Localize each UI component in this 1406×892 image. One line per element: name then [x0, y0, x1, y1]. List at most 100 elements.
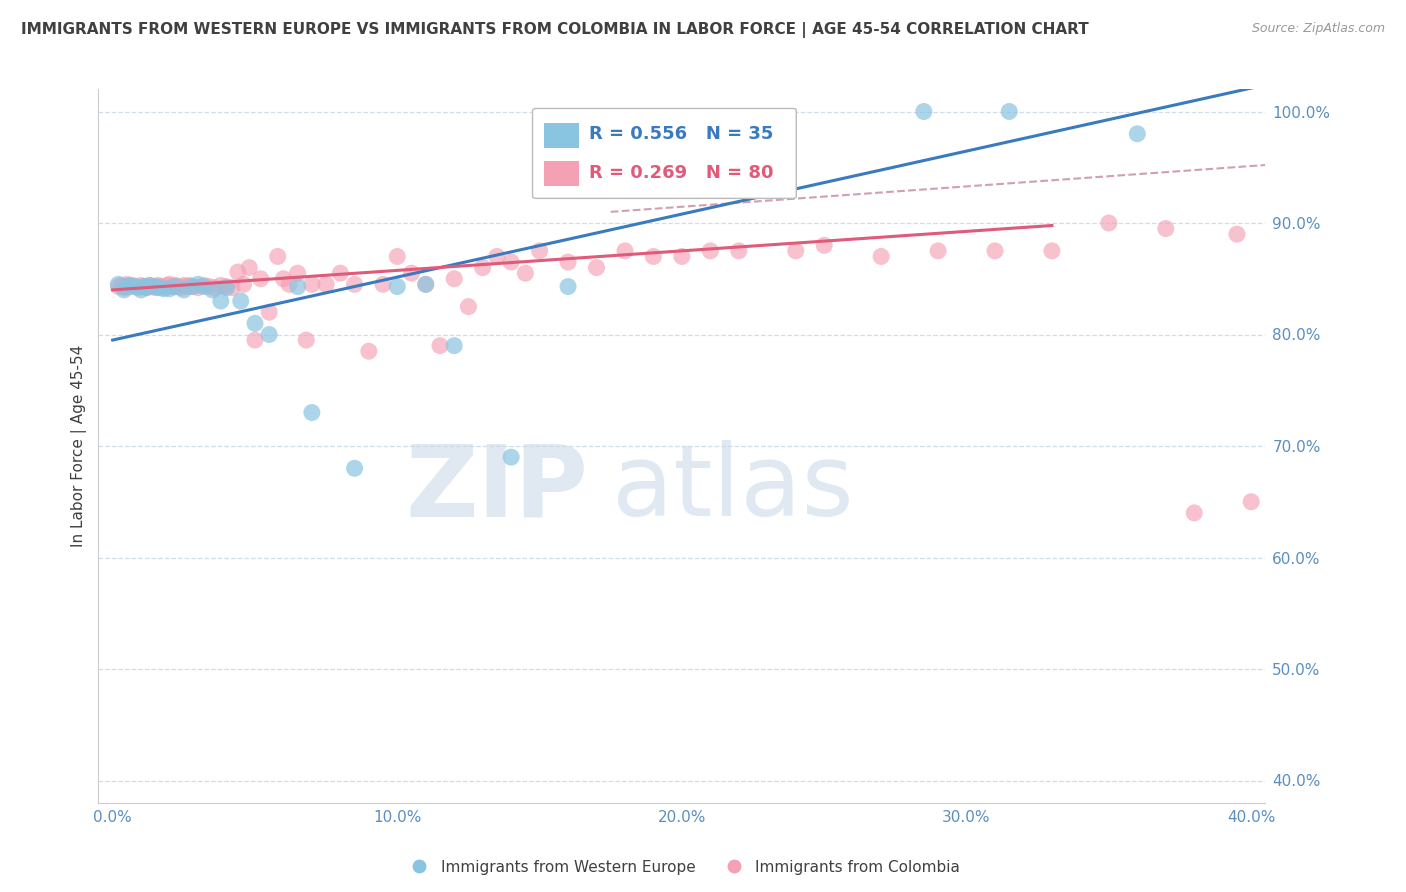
Point	[471, 260, 494, 275]
Point	[170, 281, 193, 295]
Point	[159, 277, 181, 292]
Point	[1154, 221, 1177, 235]
Point	[115, 277, 138, 292]
Bar	[544, 161, 579, 186]
Point	[401, 266, 423, 280]
Point	[226, 265, 249, 279]
Point	[257, 327, 280, 342]
Point	[557, 279, 579, 293]
Point	[159, 282, 181, 296]
Point	[193, 278, 215, 293]
Point	[181, 279, 204, 293]
Point	[110, 278, 132, 293]
Point	[229, 294, 252, 309]
Point	[107, 277, 129, 292]
Text: Source: ZipAtlas.com: Source: ZipAtlas.com	[1251, 22, 1385, 36]
Point	[121, 278, 143, 293]
Point	[387, 250, 409, 264]
Point	[870, 250, 893, 264]
Point	[267, 250, 290, 264]
Point	[415, 277, 437, 292]
Point	[529, 244, 551, 258]
Point	[118, 278, 141, 293]
Point	[215, 281, 238, 295]
Point	[1040, 244, 1063, 258]
Point	[124, 279, 146, 293]
Point	[287, 266, 309, 280]
Point	[135, 281, 157, 295]
Point	[107, 279, 129, 293]
Point	[998, 104, 1021, 119]
Point	[112, 283, 135, 297]
Point	[129, 283, 152, 297]
Point	[585, 260, 607, 275]
Point	[343, 277, 366, 292]
Point	[1098, 216, 1121, 230]
Point	[221, 281, 243, 295]
Point	[215, 279, 238, 293]
Point	[148, 278, 170, 293]
Point	[165, 279, 187, 293]
Point	[557, 255, 579, 269]
Point	[138, 278, 160, 293]
Point	[209, 294, 232, 309]
FancyBboxPatch shape	[533, 109, 796, 198]
Point	[785, 244, 807, 258]
Point	[415, 277, 437, 292]
Point	[295, 333, 318, 347]
Point	[315, 277, 337, 292]
Point	[1126, 127, 1149, 141]
Legend: Immigrants from Western Europe, Immigrants from Colombia: Immigrants from Western Europe, Immigran…	[398, 854, 966, 880]
Point	[1226, 227, 1249, 241]
Point	[181, 279, 204, 293]
Point	[984, 244, 1007, 258]
Point	[273, 271, 295, 285]
Point	[173, 283, 195, 297]
Point	[141, 279, 163, 293]
Point	[153, 282, 176, 296]
Point	[198, 279, 221, 293]
Point	[187, 281, 209, 295]
Point	[301, 406, 323, 420]
Point	[257, 305, 280, 319]
Point	[193, 279, 215, 293]
Point	[501, 450, 523, 465]
Point	[343, 461, 366, 475]
Point	[278, 277, 301, 292]
Point	[443, 338, 465, 352]
Point	[927, 244, 949, 258]
Text: R = 0.556   N = 35: R = 0.556 N = 35	[589, 125, 773, 143]
Point	[371, 277, 394, 292]
Point	[173, 278, 195, 293]
Point	[429, 338, 451, 352]
Point	[153, 281, 176, 295]
Point	[357, 344, 380, 359]
Point	[457, 300, 479, 314]
Point	[143, 281, 166, 295]
Point	[614, 244, 637, 258]
Point	[132, 279, 155, 293]
Point	[232, 277, 254, 292]
Point	[301, 277, 323, 292]
Y-axis label: In Labor Force | Age 45-54: In Labor Force | Age 45-54	[72, 345, 87, 547]
Text: ZIP: ZIP	[406, 441, 589, 537]
Text: IMMIGRANTS FROM WESTERN EUROPE VS IMMIGRANTS FROM COLOMBIA IN LABOR FORCE | AGE : IMMIGRANTS FROM WESTERN EUROPE VS IMMIGR…	[21, 22, 1088, 38]
Point	[238, 260, 260, 275]
Point	[129, 278, 152, 293]
Point	[148, 281, 170, 295]
Point	[813, 238, 835, 252]
Point	[167, 279, 190, 293]
Text: atlas: atlas	[612, 441, 853, 537]
Point	[1240, 494, 1263, 508]
Point	[132, 279, 155, 293]
Point	[201, 283, 224, 297]
Text: R = 0.269   N = 80: R = 0.269 N = 80	[589, 164, 773, 182]
Point	[643, 250, 665, 264]
Point	[150, 279, 173, 293]
Point	[485, 250, 508, 264]
Point	[671, 250, 693, 264]
Point	[176, 279, 198, 293]
Point	[156, 278, 179, 293]
Point	[1182, 506, 1205, 520]
Point	[179, 278, 201, 293]
